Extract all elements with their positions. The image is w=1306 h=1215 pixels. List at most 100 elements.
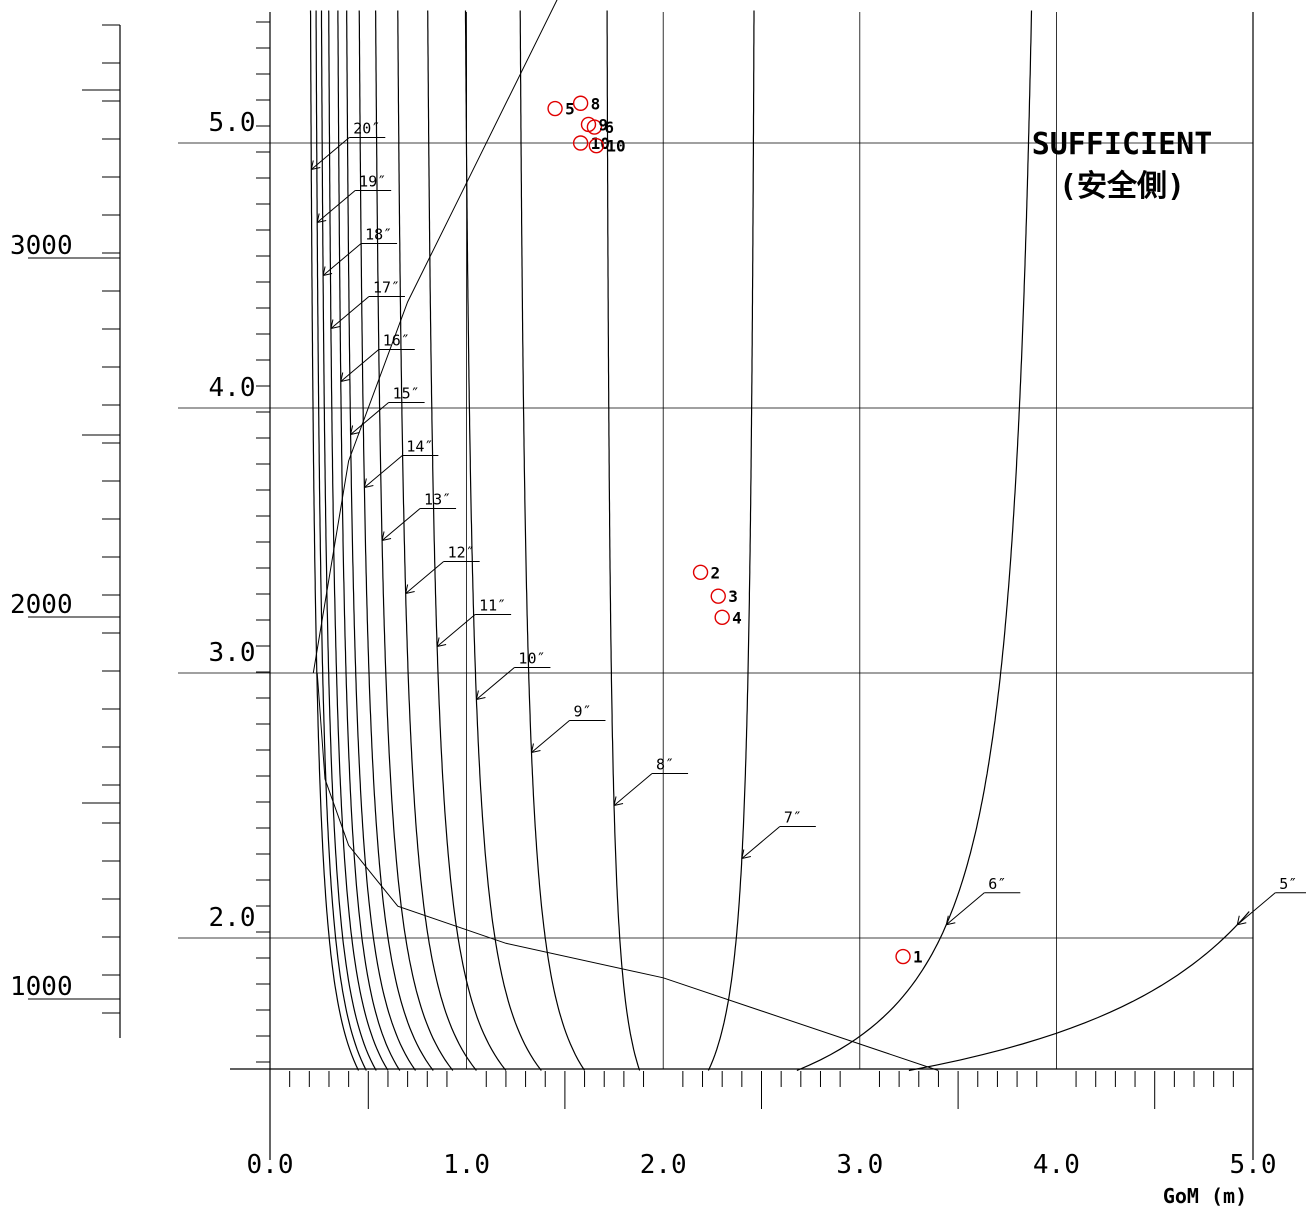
left-scale: 3000 2000 1000: [10, 24, 121, 1038]
curve-leader: [476, 667, 515, 700]
left-scale-label: 2000: [10, 590, 73, 620]
y-tick-label: 5.0: [209, 108, 256, 138]
curve-leader: [330, 296, 370, 329]
curve-leader: [945, 892, 985, 926]
x-tick-label: 0.0: [247, 1150, 294, 1180]
curve-leader-arrow: [322, 266, 333, 276]
curve-leader-arrow: [316, 213, 327, 223]
curve-labels: 5″ 6″ 7″ 8″ 9″ 10″ 11″ 12″ 13″ 14″ 15″ 16″ 17″ 18″ 19″…: [310, 120, 1306, 926]
y-tick-label: 4.0: [209, 373, 256, 403]
data-point-marker: [588, 137, 605, 154]
curve-label: 16″: [383, 332, 410, 350]
region-label-sub: (安全側): [1059, 169, 1185, 204]
curve-20in: [309, 10, 360, 1071]
curve-label: 12″: [448, 544, 475, 562]
curve-9in: [519, 10, 586, 1071]
curve-label: 10″: [518, 650, 545, 668]
curve-12in: [397, 10, 477, 1071]
data-point-marker: [580, 116, 597, 133]
curve-label: 6″: [988, 875, 1006, 893]
limit-lines: [312, 0, 939, 1071]
curve-leader-arrow: [475, 690, 486, 700]
curve-label: 8″: [656, 756, 674, 774]
data-point-label: 5: [565, 100, 575, 119]
region-label: SUFFICIENT: [1032, 127, 1213, 162]
x-tick-label: 2.0: [640, 1150, 687, 1180]
data-point-marker: [692, 564, 709, 580]
curve-leader: [436, 614, 476, 647]
curve-leader-arrow: [310, 160, 321, 170]
curve-label: 19″: [359, 173, 386, 191]
data-point-label: 3: [728, 587, 738, 606]
limit-line: [312, 0, 558, 674]
curve-16in: [337, 10, 401, 1071]
data-point-label: 2: [711, 563, 721, 582]
data-point-label: 4: [732, 608, 742, 627]
curve-leader: [364, 455, 403, 488]
curve-label: 5″: [1279, 875, 1297, 893]
curve-leader: [531, 720, 570, 753]
curve-leader-arrow: [350, 425, 360, 435]
y-tick-label: 2.0: [209, 903, 256, 933]
x-tick-label: 4.0: [1033, 1150, 1080, 1180]
curve-leader: [741, 826, 781, 859]
curve-leader-arrow: [363, 478, 374, 488]
curve-leader: [350, 402, 389, 435]
curve-leader-arrow: [436, 637, 447, 647]
curve-label: 11″: [479, 597, 506, 615]
curve-leader: [322, 243, 362, 276]
curve-label: 20″: [353, 120, 380, 138]
curve-label: 15″: [393, 385, 420, 403]
data-point-marker: [710, 588, 726, 604]
curve-7in: [707, 10, 755, 1071]
data-point-label: 8: [591, 94, 601, 113]
curve-leader-arrow: [530, 743, 541, 753]
left-scale-label: 1000: [10, 972, 73, 1002]
curve-15in: [346, 10, 416, 1071]
curve-leader: [340, 349, 380, 382]
curve-14in: [358, 10, 434, 1071]
curve-label: 9″: [573, 703, 591, 721]
data-point-label: 6: [604, 118, 614, 137]
curve-label: 18″: [365, 226, 392, 244]
x-tick-label: 1.0: [443, 1150, 490, 1180]
curve-leader-arrow: [741, 849, 751, 859]
left-scale-label: 3000: [10, 231, 73, 261]
curve-18in: [320, 10, 377, 1071]
curve-8in: [606, 10, 641, 1071]
curve-17in: [328, 10, 389, 1071]
axes: [230, 12, 1254, 1160]
curve-19in: [315, 10, 367, 1071]
x-tick-label: 5.0: [1230, 1150, 1277, 1180]
data-point-label: 10: [606, 137, 625, 156]
curve-leader: [1236, 892, 1276, 926]
limit-line: [316, 672, 939, 1071]
curve-leader: [613, 773, 653, 806]
data-point-marker: [572, 135, 589, 151]
curve-5in: [908, 911, 1250, 1072]
curve-leader-arrow: [1236, 915, 1247, 926]
data-point-marker: [572, 95, 589, 111]
curves: [309, 10, 1250, 1072]
curve-leader-arrow: [945, 915, 956, 926]
curve-leader: [316, 190, 356, 223]
data-point-marker: [547, 100, 563, 117]
data-point-label: 1: [913, 948, 923, 967]
curve-11in: [427, 10, 507, 1071]
data-point-marker: [895, 948, 911, 965]
curve-leader-arrow: [340, 372, 350, 382]
curve-leader-arrow: [330, 319, 341, 329]
data-point-label: 9: [598, 115, 608, 134]
curve-leader-arrow: [613, 796, 624, 806]
curve-leader: [405, 561, 444, 594]
x-axis-title: GoM (m): [1163, 1184, 1247, 1208]
x-tick-label: 3.0: [836, 1150, 883, 1180]
curve-leader: [310, 137, 350, 170]
curve-leader-arrow: [405, 584, 415, 594]
curve-6in: [796, 10, 1033, 1072]
curve-label: 7″: [784, 809, 802, 827]
curve-10in: [464, 10, 542, 1071]
data-point-marker: [714, 609, 730, 626]
